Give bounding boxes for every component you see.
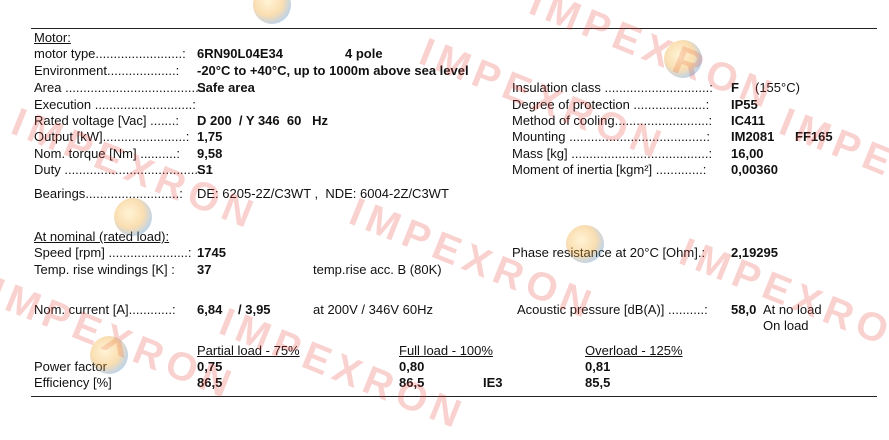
mounting-flange-value: FF165 xyxy=(795,129,833,144)
phase-resistance-value: 2,19295 xyxy=(731,245,778,260)
speed-label: Speed [rpm] ......................: xyxy=(34,245,192,260)
nom-current-note: at 200V / 346V 60Hz xyxy=(313,302,433,317)
motor-heading: Motor: xyxy=(34,30,71,45)
bearings-label: Bearings..........................: xyxy=(34,186,183,201)
header-partial-load: Partial load - 75% xyxy=(197,343,300,358)
acoustic-on-load: On load xyxy=(763,318,809,333)
moment-of-inertia-label: Moment of inertia [kgm²] .............: xyxy=(512,162,707,177)
acoustic-pressure-label: Acoustic pressure [dB(A)] ..........: xyxy=(517,302,708,317)
motor-poles-value: 4 pole xyxy=(345,46,383,61)
power-factor-label: Power factor xyxy=(34,359,107,374)
nom-current-star-value: / 3,95 xyxy=(238,302,271,317)
efficiency-label: Efficiency [%] xyxy=(34,375,112,390)
degree-of-protection-label: Degree of protection ...................… xyxy=(512,97,710,112)
power-factor-full: 0,80 xyxy=(399,359,425,374)
duty-label: Duty ...................................… xyxy=(34,162,213,177)
speed-value: 1745 xyxy=(197,245,226,260)
motor-type-value: 6RN90L04E34 xyxy=(197,46,283,61)
method-of-cooling-label: Method of cooling.......................… xyxy=(512,113,713,128)
bottom-rule xyxy=(31,396,877,397)
environment-value: -20°C to +40°C, up to 1000m above sea le… xyxy=(197,63,469,78)
watermark-globe-icon xyxy=(664,40,702,78)
watermark-text: IMPEXRON xyxy=(213,300,473,439)
moment-of-inertia-value: 0,00360 xyxy=(731,162,778,177)
phase-resistance-label: Phase resistance at 20°C [Ohm].: xyxy=(512,245,706,260)
nominal-heading: At nominal (rated load): xyxy=(34,229,170,244)
efficiency-overload: 85,5 xyxy=(585,375,611,390)
mass-value: 16,00 xyxy=(731,146,764,161)
insulation-class-value: F xyxy=(731,80,739,95)
efficiency-full: 86,5 xyxy=(399,375,425,390)
method-of-cooling-value: IC411 xyxy=(731,113,765,128)
area-value: Safe area xyxy=(197,80,255,95)
area-label: Area ...................................… xyxy=(34,80,206,95)
power-factor-overload: 0,81 xyxy=(585,359,611,374)
mounting-label: Mounting ...............................… xyxy=(512,129,710,144)
watermark-globe-icon xyxy=(253,0,291,24)
rated-voltage-value: D 200 / Y 346 60 Hz xyxy=(197,113,329,128)
bearings-value: DE: 6205-2Z/C3WT , NDE: 6004-2Z/C3WT xyxy=(197,186,449,201)
environment-label: Environment...................: xyxy=(34,63,180,78)
temp-rise-value: 37 xyxy=(197,262,212,277)
nom-current-label: Nom. current [A]............: xyxy=(34,302,176,317)
nom-current-delta-value: 6,84 xyxy=(197,302,223,317)
watermark-text: IMPEXRON xyxy=(773,100,889,239)
insulation-class-temp: (155°C) xyxy=(755,80,800,95)
temp-rise-label: Temp. rise windings [K] : xyxy=(34,262,175,277)
execution-label: Execution ...........................: xyxy=(34,97,196,112)
mass-label: Mass [kg] ..............................… xyxy=(512,146,713,161)
output-value: 1,75 xyxy=(197,129,223,144)
motor-type-label: motor type........................: xyxy=(34,46,186,61)
degree-of-protection-value: IP55 xyxy=(731,97,758,112)
top-rule xyxy=(31,28,877,29)
insulation-class-label: Insulation class .......................… xyxy=(512,80,713,95)
power-factor-partial: 0,75 xyxy=(197,359,223,374)
acoustic-pressure-value: 58,0 xyxy=(731,302,757,317)
duty-value: S1 xyxy=(197,162,213,177)
header-overload: Overload - 125% xyxy=(585,343,683,358)
efficiency-partial: 86,5 xyxy=(197,375,223,390)
mounting-value: IM2081 xyxy=(731,129,775,144)
rated-voltage-label: Rated voltage [Vac] .......: xyxy=(34,113,180,128)
output-label: Output [kW].......................: xyxy=(34,129,190,144)
nom-torque-label: Nom. torque [Nm] ..........: xyxy=(34,146,180,161)
nom-torque-value: 9,58 xyxy=(197,146,223,161)
header-full-load: Full load - 100% xyxy=(399,343,493,358)
temp-rise-note: temp.rise acc. B (80K) xyxy=(313,262,442,277)
efficiency-class-mark: IE3 xyxy=(483,375,503,390)
watermark-text: IMPEXRON xyxy=(673,230,889,369)
acoustic-no-load: At no load xyxy=(763,302,822,317)
